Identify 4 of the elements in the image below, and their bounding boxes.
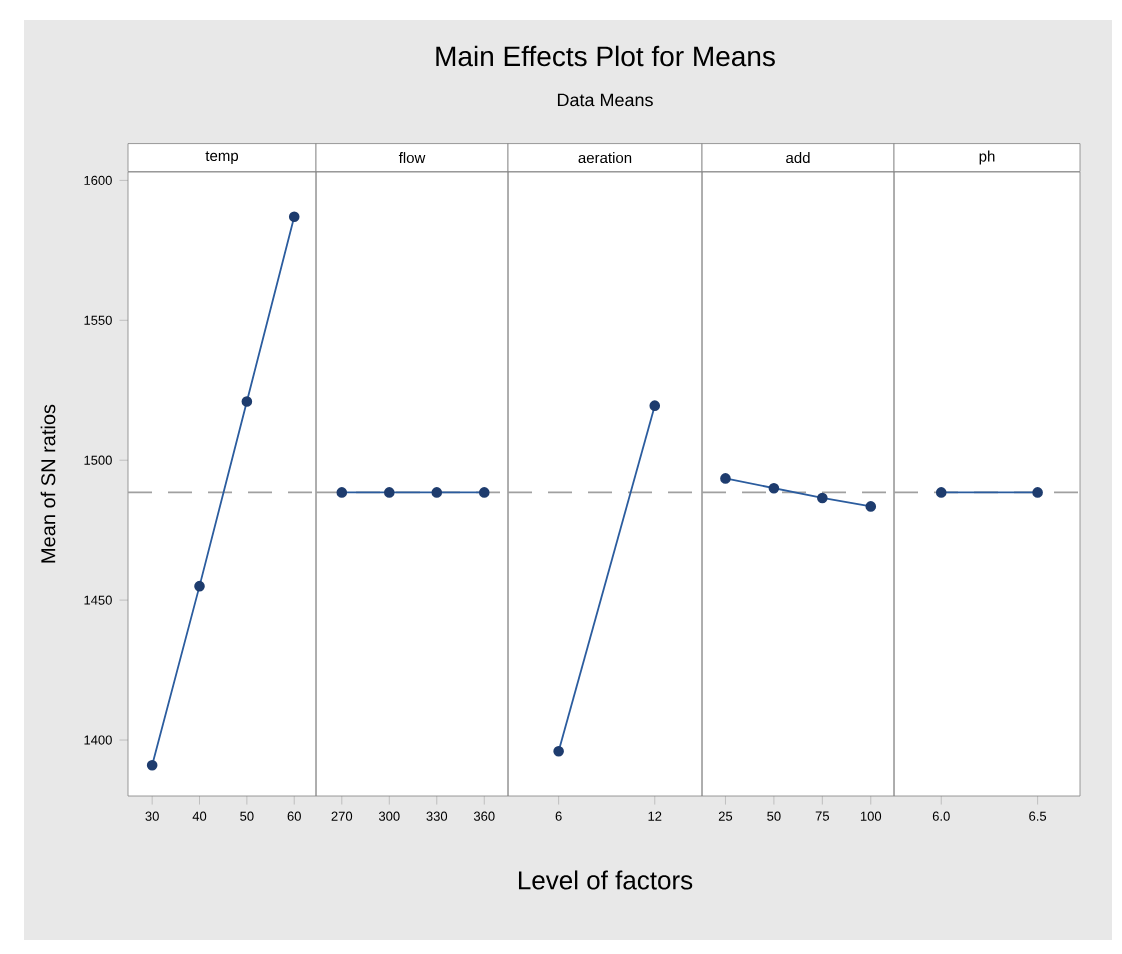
y-axis-title: Mean of SN ratios: [40, 404, 56, 563]
chart-subtitle: Data Means: [557, 93, 653, 107]
chart-title: Main Effects Plot for Means: [436, 45, 775, 67]
x-axis-title: Level of factors: [518, 870, 693, 890]
